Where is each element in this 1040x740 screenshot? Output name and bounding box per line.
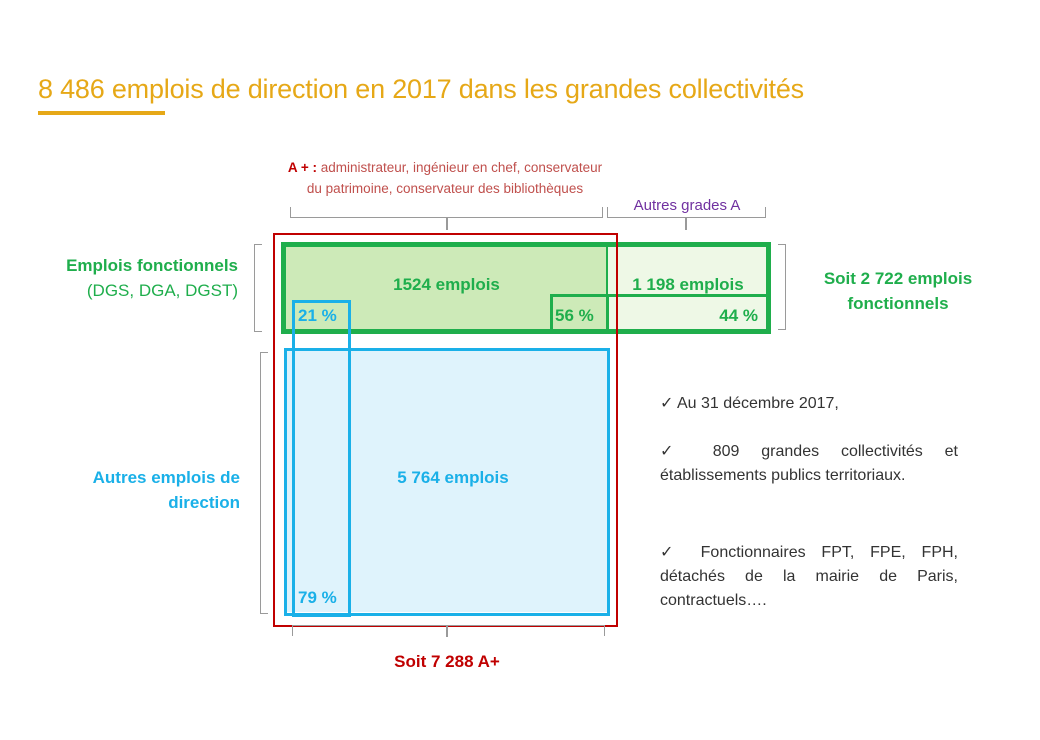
aplus-fonct-fill	[285, 246, 608, 331]
aplus-brace	[290, 207, 603, 218]
slide-title: 8 486 emplois de direction en 2017 dans …	[38, 74, 804, 104]
aplus-brace-tick	[446, 218, 448, 230]
autres-brace-tick	[685, 218, 687, 230]
label-emplois-fonctionnels: Emplois fonctionnels (DGS, DGA, DGST)	[30, 254, 238, 303]
label-fonct-detail: (DGS, DGA, DGST)	[86, 280, 238, 300]
aplus-share-column	[292, 300, 351, 617]
pct-44-box	[606, 294, 769, 333]
aplus-description: administrateur, ingénieur en chef, conse…	[306, 160, 603, 196]
note-item: ✓ Fonctionnaires FPT, FPE, FPH, détachés…	[660, 544, 958, 609]
aplus-fonct-count: 1524 emplois	[393, 275, 500, 294]
total-aplus-brace	[292, 625, 605, 636]
autres-emplois-box	[284, 348, 610, 616]
fonct-bracket	[254, 244, 262, 332]
fonct-divider	[606, 244, 608, 330]
note-item: ✓ 809 grandes collectivités et établisse…	[660, 443, 959, 484]
total-aplus: Soit 7 288 A+	[394, 652, 500, 671]
pct-56: 56 %	[555, 306, 594, 325]
total-fonctionnels: Soit 2 722 emplois fonctionnels	[823, 269, 973, 313]
total-aplus-tick	[446, 626, 448, 637]
note-text: 809 grandes collectivités et établisseme…	[660, 443, 959, 484]
autres-bracket	[260, 352, 268, 614]
aplus-autres-fill	[286, 351, 607, 612]
total-fonct-bracket	[778, 244, 786, 330]
autres-brace	[607, 207, 766, 218]
autres-grades-caption: Autres grades A	[633, 197, 741, 214]
autres-fonct-fill	[608, 246, 768, 331]
aplus-prefix: A + :	[287, 160, 317, 175]
title-underline	[38, 111, 165, 115]
note-text: Au 31 décembre 2017,	[676, 395, 839, 412]
note-text: Fonctionnaires FPT, FPE, FPH, détachés d…	[660, 544, 958, 609]
aplus-caption: A + : administrateur, ingénieur en chef,…	[280, 158, 610, 199]
pct-44: 44 %	[719, 306, 758, 325]
label-autres-emplois: Autres emplois de direction	[92, 468, 240, 512]
pct-21: 21 %	[298, 306, 337, 325]
label-fonct-bold: Emplois fonctionnels	[66, 256, 238, 275]
aplus-box	[273, 233, 618, 627]
note-item: ✓ Au 31 décembre 2017,	[660, 395, 839, 412]
aplus-autres-count: 5 764 emplois	[397, 468, 509, 487]
fonctionnels-box	[281, 242, 771, 334]
autres-fonct-count: 1 198 emplois	[632, 275, 744, 294]
pct-79: 79 %	[298, 588, 337, 607]
